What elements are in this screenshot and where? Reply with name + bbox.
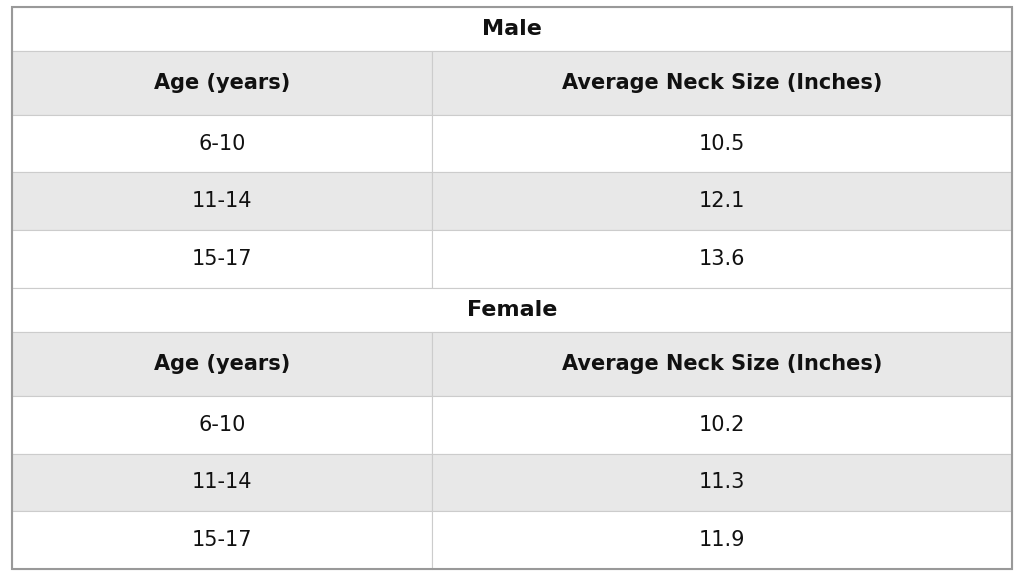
Text: 10.2: 10.2 <box>698 415 745 435</box>
Bar <box>12 332 432 396</box>
Text: 11-14: 11-14 <box>191 472 253 492</box>
Text: 6-10: 6-10 <box>199 134 246 154</box>
Bar <box>12 453 432 511</box>
Bar <box>432 511 1012 569</box>
Text: 11.9: 11.9 <box>698 530 745 550</box>
Text: 15-17: 15-17 <box>191 249 253 269</box>
Text: Male: Male <box>482 19 542 39</box>
Bar <box>12 51 432 115</box>
Text: 11.3: 11.3 <box>698 472 745 492</box>
Text: Average Neck Size (Inches): Average Neck Size (Inches) <box>562 73 882 93</box>
Text: 6-10: 6-10 <box>199 415 246 435</box>
Text: 11-14: 11-14 <box>191 191 253 211</box>
Text: 13.6: 13.6 <box>698 249 745 269</box>
Bar <box>432 172 1012 230</box>
Text: 12.1: 12.1 <box>698 191 745 211</box>
Bar <box>12 230 432 288</box>
Bar <box>432 51 1012 115</box>
Bar <box>12 7 1012 51</box>
Text: Age (years): Age (years) <box>154 73 290 93</box>
Bar <box>432 230 1012 288</box>
Bar <box>12 511 432 569</box>
Text: Age (years): Age (years) <box>154 354 290 374</box>
Bar <box>12 396 432 453</box>
Bar <box>12 288 1012 332</box>
Bar <box>12 172 432 230</box>
Bar <box>432 332 1012 396</box>
Text: 15-17: 15-17 <box>191 530 253 550</box>
Bar <box>432 115 1012 172</box>
Text: Average Neck Size (Inches): Average Neck Size (Inches) <box>562 354 882 374</box>
Text: 10.5: 10.5 <box>698 134 745 154</box>
Bar <box>432 396 1012 453</box>
Bar <box>432 453 1012 511</box>
Bar <box>12 115 432 172</box>
Text: Female: Female <box>467 300 557 320</box>
